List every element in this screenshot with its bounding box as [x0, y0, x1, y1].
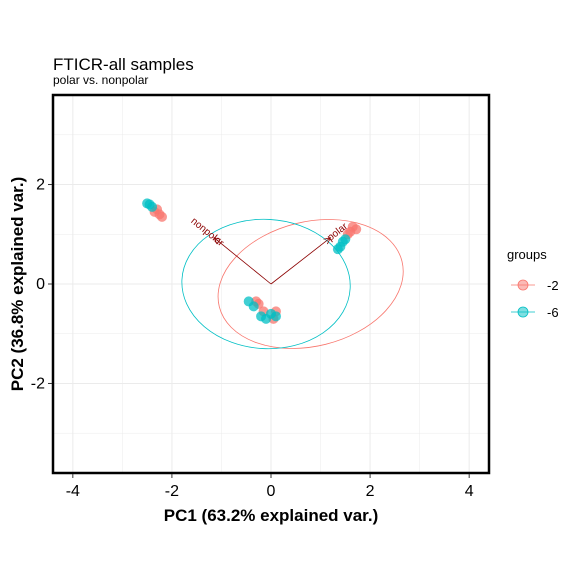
x-tick-label: -2 — [165, 483, 179, 500]
plot-panel: nonpolar polar — [51, 93, 491, 475]
arrowhead-polar — [323, 237, 332, 245]
legend-label: -6 — [547, 305, 559, 320]
x-tick-label: 0 — [267, 483, 276, 500]
y-tick-label: 0 — [36, 276, 45, 293]
x-tick-label: 4 — [465, 483, 474, 500]
legend-label: -2 — [547, 278, 559, 293]
panel-border — [51, 93, 491, 475]
y-tick-label: 2 — [36, 177, 45, 194]
legend-key-point — [517, 279, 529, 291]
x-axis: -4 -2 0 2 4 — [66, 474, 474, 500]
chart-title: FTICR-all samples — [53, 55, 194, 74]
y-tick-label: -2 — [31, 375, 45, 392]
legend-title: groups — [507, 247, 547, 262]
arrow-polar — [270, 237, 331, 285]
data-points — [142, 198, 362, 324]
point-group--6 — [248, 301, 259, 312]
x-tick-label: -4 — [66, 483, 80, 500]
point-group--6 — [340, 234, 351, 245]
point-group--2 — [157, 211, 167, 222]
arrow-nonpolar — [213, 237, 272, 285]
x-axis-title: PC1 (63.2% explained var.) — [164, 506, 379, 525]
x-tick-label: 2 — [366, 483, 375, 500]
legend: groups -2 -6 — [507, 247, 559, 320]
chart-subtitle: polar vs. nonpolar — [53, 73, 148, 87]
y-axis: -2 0 2 — [31, 177, 52, 392]
ellipse-group--6 — [181, 218, 351, 350]
point-group--6 — [142, 198, 153, 209]
point-group--6 — [270, 311, 281, 322]
arrowhead-nonpolar — [213, 237, 221, 245]
grid-lines — [53, 95, 489, 473]
y-axis-title: PC2 (36.8% explained var.) — [8, 177, 27, 392]
legend-key-point — [517, 306, 529, 318]
group-ellipses — [181, 218, 404, 350]
